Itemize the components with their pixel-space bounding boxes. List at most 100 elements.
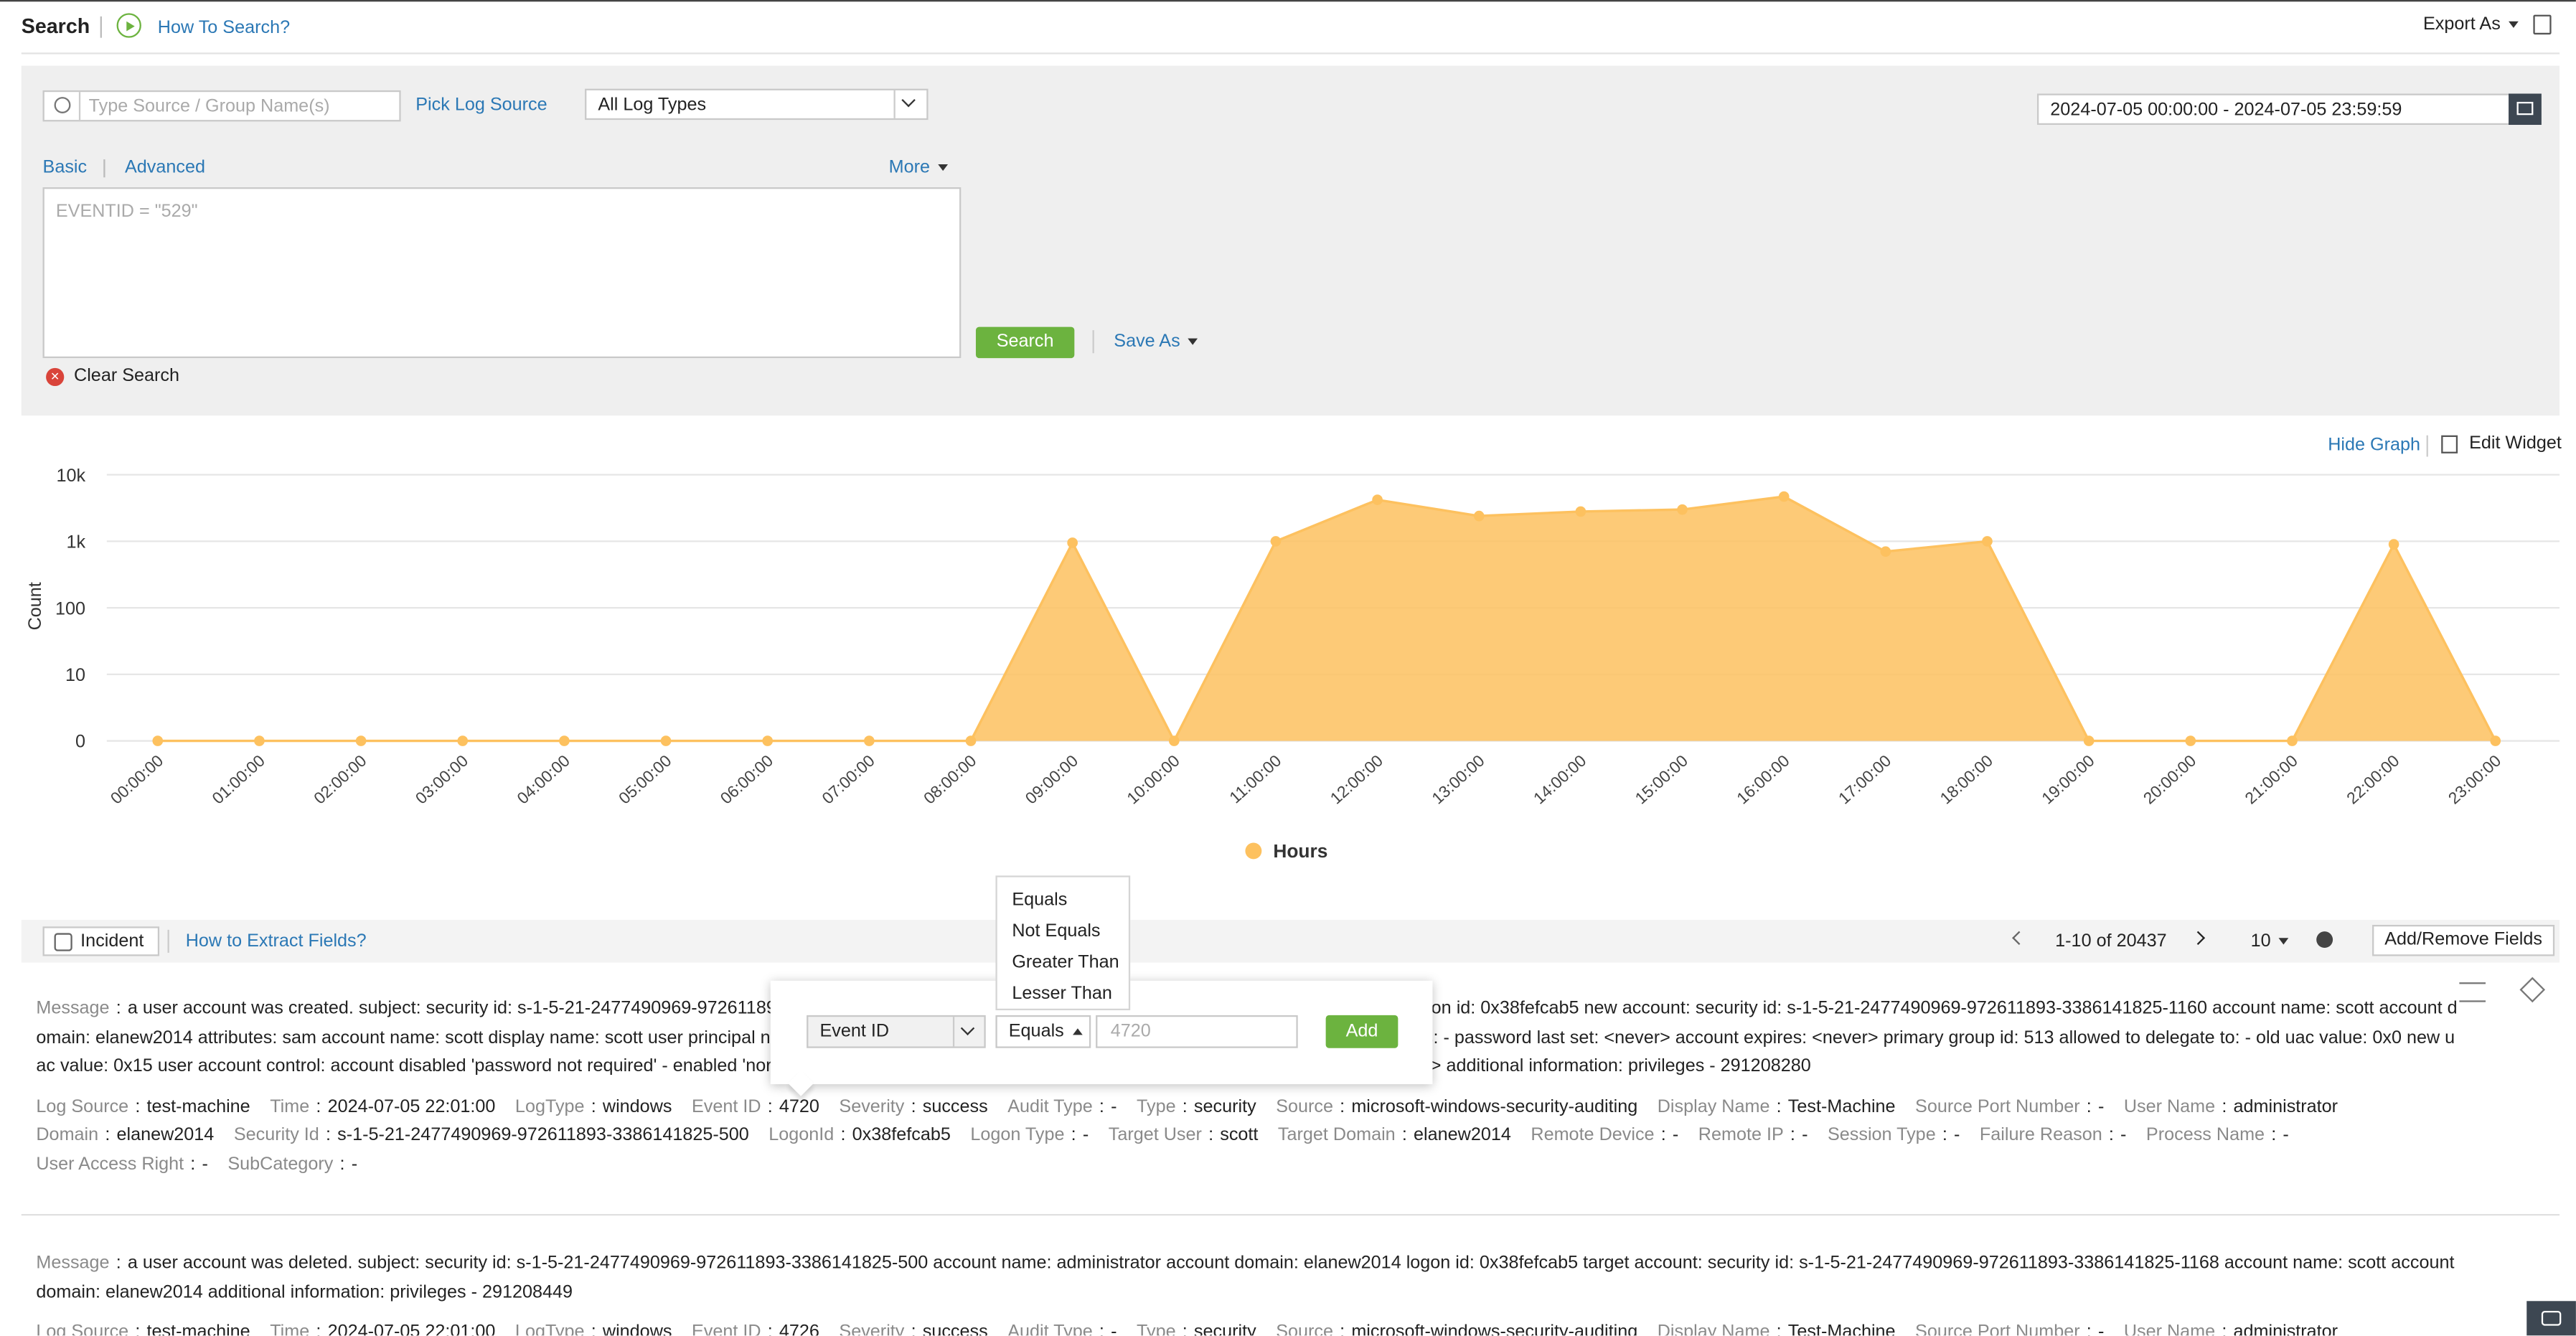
operator-option[interactable]: Equals — [1012, 890, 1068, 911]
field: Source: microsoft-windows-security-auditi… — [1276, 1093, 1637, 1122]
field: Remote Device: - — [1531, 1122, 1678, 1151]
field-label: LogType — [514, 1322, 585, 1336]
point — [2388, 539, 2399, 550]
add-button[interactable]: Add — [1325, 1015, 1399, 1048]
separator: : — [1208, 1125, 1214, 1145]
separator: : — [2222, 1096, 2227, 1116]
field-select[interactable]: Event ID — [807, 1015, 986, 1048]
field-value: Test-Machine — [1787, 1322, 1896, 1336]
field-value: test-machine — [146, 1322, 250, 1336]
field-value: - — [1082, 1125, 1089, 1145]
source-placeholder: Type Source / Group Name(s) — [88, 97, 330, 117]
separator: : — [190, 1154, 196, 1174]
area — [157, 497, 2496, 741]
legend-marker — [1245, 842, 1262, 860]
field-label: LogonId — [768, 1125, 835, 1145]
separator: : — [316, 1096, 321, 1116]
field: Remote IP: - — [1698, 1122, 1808, 1151]
value-text: 4720 — [1110, 1022, 1151, 1042]
page-size[interactable]: 10 — [2251, 931, 2289, 951]
field: Event ID:4720 — [692, 1093, 819, 1122]
field: Target User: scott — [1109, 1122, 1259, 1151]
operator-option[interactable]: Not Equals — [1012, 921, 1101, 941]
point — [1372, 494, 1383, 505]
y-tick-label: 10 — [65, 665, 85, 685]
value-input[interactable]: 4720 — [1096, 1015, 1298, 1048]
incident-label: Incident — [80, 931, 144, 951]
field-label: Failure Reason — [1979, 1125, 2102, 1145]
tab-advanced[interactable]: Advanced — [125, 157, 206, 178]
edit-widget[interactable]: Edit Widget — [2469, 433, 2562, 453]
operator-value: Equals — [1008, 1022, 1064, 1042]
field: Domain: elanew2014 — [36, 1122, 214, 1151]
field-value: success — [922, 1322, 988, 1336]
field-label: Session Type — [1827, 1125, 1936, 1145]
edit-icon[interactable] — [2441, 435, 2458, 453]
field-label: Event ID — [691, 1322, 761, 1336]
export-menu[interactable]: Export As — [2423, 15, 2519, 34]
field-label: Domain — [36, 1125, 99, 1145]
message-label: Message — [36, 999, 110, 1019]
operator-select[interactable]: Equals — [995, 1015, 1091, 1048]
separator: : — [1401, 1125, 1407, 1145]
incident-button[interactable]: Incident — [42, 926, 160, 956]
field-value: success — [922, 1096, 988, 1116]
separator: : — [135, 1096, 141, 1116]
source-input[interactable]: Type Source / Group Name(s) — [42, 90, 401, 122]
field-label: Source Port Number — [1915, 1096, 2080, 1116]
play-icon[interactable] — [116, 13, 141, 38]
chat-button[interactable] — [2526, 1301, 2576, 1336]
field: Display Name: Test-Machine — [1658, 1319, 1896, 1335]
field-value: administrator — [2233, 1322, 2338, 1336]
hide-graph[interactable]: Hide Graph — [2328, 435, 2421, 456]
field-label: Severity — [839, 1322, 905, 1336]
fields: Log Source: test-machine Time:2024-07-05 2… — [36, 1093, 2369, 1180]
field: Severity: success — [839, 1093, 987, 1122]
field-label: Target Domain — [1277, 1125, 1396, 1145]
point — [660, 735, 672, 746]
separator: : — [1776, 1096, 1782, 1116]
field: Time:2024-07-05 22:01:00 — [270, 1093, 495, 1122]
separator: : — [1071, 1125, 1076, 1145]
add-remove-fields[interactable]: Add/Remove Fields — [2372, 924, 2555, 956]
field: Audit Type: - — [1007, 1093, 1117, 1122]
tab-basic[interactable]: Basic — [42, 157, 88, 178]
x-tick-label: 13:00:00 — [1428, 751, 1488, 808]
query-textarea[interactable]: EVENTID = "529" — [42, 187, 962, 359]
field-label: Time — [270, 1096, 310, 1116]
operator-option[interactable]: Lesser Than — [1012, 984, 1112, 1004]
date-range[interactable]: 2024-07-05 00:00:00 - 2024-07-05 23:59:5… — [2036, 93, 2542, 126]
point — [1067, 537, 1078, 548]
calendar-button[interactable] — [2509, 93, 2542, 126]
point — [864, 735, 875, 746]
pick-log-source[interactable]: Pick Log Source — [415, 95, 547, 116]
field: Log Source: test-machine — [36, 1093, 250, 1122]
page-range: 1-10 of 20437 — [2055, 931, 2167, 951]
x-tick-label: 01:00:00 — [208, 751, 268, 808]
log-type-select[interactable]: All Log Types — [585, 88, 929, 121]
separator: : — [316, 1322, 321, 1336]
operator-option[interactable]: Greater Than — [1012, 952, 1119, 973]
clear-search[interactable]: Clear Search — [74, 366, 180, 387]
field-label: User Name — [2123, 1322, 2216, 1336]
search-button[interactable]: Search — [975, 326, 1075, 359]
separator: : — [1776, 1322, 1782, 1336]
sort-icon[interactable] — [2316, 931, 2333, 949]
x-tick-label: 08:00:00 — [920, 751, 980, 808]
help-link[interactable]: How To Search? — [157, 18, 291, 38]
point — [1677, 504, 1688, 515]
extract-help[interactable]: How to Extract Fields? — [185, 931, 367, 951]
export-icon[interactable] — [2533, 14, 2552, 35]
save-as-menu[interactable]: Save As — [1114, 331, 1198, 352]
field-label: Severity — [839, 1096, 905, 1116]
edit-record-icon[interactable] — [2459, 982, 2486, 1002]
separator: : — [105, 1125, 111, 1145]
field-label: Source Port Number — [1915, 1322, 2080, 1336]
more-menu[interactable]: More — [889, 158, 949, 177]
field-label: Target User — [1108, 1125, 1202, 1145]
field-label: Remote Device — [1531, 1125, 1655, 1145]
results-toolbar — [21, 920, 2560, 963]
clear-icon[interactable]: × — [46, 367, 65, 387]
